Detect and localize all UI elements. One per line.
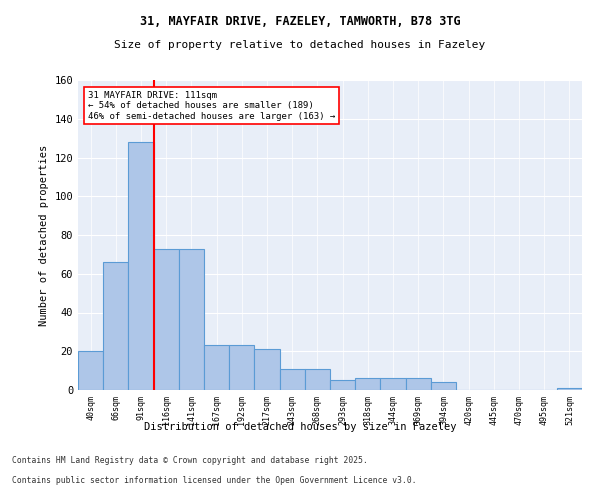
Bar bbox=[179, 248, 204, 390]
Bar bbox=[431, 382, 456, 390]
Bar bbox=[557, 388, 582, 390]
Bar bbox=[128, 142, 154, 390]
Bar bbox=[254, 350, 280, 390]
Bar bbox=[330, 380, 355, 390]
Text: Contains HM Land Registry data © Crown copyright and database right 2025.: Contains HM Land Registry data © Crown c… bbox=[12, 456, 368, 465]
Text: 31 MAYFAIR DRIVE: 111sqm
← 54% of detached houses are smaller (189)
46% of semi-: 31 MAYFAIR DRIVE: 111sqm ← 54% of detach… bbox=[88, 91, 335, 120]
Bar bbox=[204, 346, 229, 390]
Text: 31, MAYFAIR DRIVE, FAZELEY, TAMWORTH, B78 3TG: 31, MAYFAIR DRIVE, FAZELEY, TAMWORTH, B7… bbox=[140, 15, 460, 28]
Text: Contains public sector information licensed under the Open Government Licence v3: Contains public sector information licen… bbox=[12, 476, 416, 485]
Bar bbox=[355, 378, 380, 390]
Text: Size of property relative to detached houses in Fazeley: Size of property relative to detached ho… bbox=[115, 40, 485, 50]
Bar bbox=[406, 378, 431, 390]
Bar bbox=[229, 346, 254, 390]
Bar bbox=[280, 368, 305, 390]
Bar bbox=[78, 351, 103, 390]
Text: Distribution of detached houses by size in Fazeley: Distribution of detached houses by size … bbox=[144, 422, 456, 432]
Bar bbox=[103, 262, 128, 390]
Bar bbox=[305, 368, 330, 390]
Y-axis label: Number of detached properties: Number of detached properties bbox=[39, 144, 49, 326]
Bar bbox=[154, 248, 179, 390]
Bar bbox=[380, 378, 406, 390]
